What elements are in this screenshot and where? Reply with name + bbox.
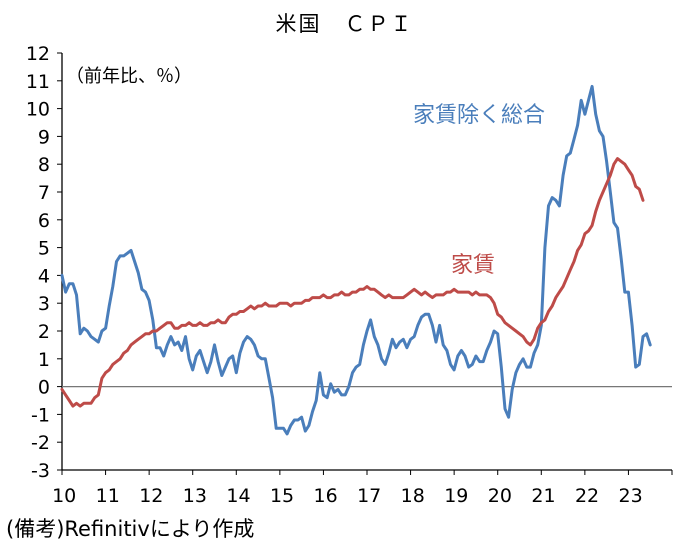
y-tick-label: 8 (38, 154, 50, 176)
unit-label: （前年比、％） (66, 66, 192, 87)
x-tick-label: 11 (96, 485, 120, 507)
series-label-rent: 家賃 (451, 253, 495, 278)
x-tick-label: 18 (401, 485, 425, 507)
chart-series (60, 84, 652, 436)
y-tick-label: 9 (38, 126, 50, 148)
x-tick-label: 21 (531, 485, 555, 507)
x-tick-label: 20 (488, 485, 512, 507)
y-tick-label: 6 (38, 210, 50, 232)
series-label-ex-rent: 家賃除く総合 (413, 103, 545, 128)
y-tick-label: 5 (38, 238, 50, 260)
y-tick-label: 4 (38, 265, 50, 287)
y-tick-label: 10 (26, 99, 50, 121)
x-tick-label: 23 (619, 485, 643, 507)
x-tick-label: 12 (139, 485, 163, 507)
y-tick-label: -1 (31, 404, 50, 426)
y-tick-label: 11 (26, 71, 50, 93)
x-tick-label: 22 (575, 485, 599, 507)
x-tick-label: 15 (270, 485, 294, 507)
x-tick-label: 16 (314, 485, 338, 507)
x-tick-label: 17 (357, 485, 381, 507)
x-tick-label: 14 (226, 485, 250, 507)
y-tick-label: 0 (38, 377, 50, 399)
y-tick-label: -3 (31, 460, 50, 482)
series-line-ex-rent (60, 84, 652, 436)
y-tick-label: 7 (38, 182, 50, 204)
y-tick-label: 2 (38, 321, 50, 343)
x-tick-label: 19 (444, 485, 468, 507)
y-tick-label: -2 (31, 432, 50, 454)
chart-title: 米国 ＣＰＩ (275, 12, 414, 36)
x-tick-label: 13 (183, 485, 207, 507)
y-tick-label: 12 (26, 43, 50, 65)
y-tick-label: 3 (38, 293, 50, 315)
x-tick-label: 10 (52, 485, 76, 507)
y-tick-label: 1 (38, 349, 50, 371)
source-note: (備考)Refinitivにより作成 (6, 517, 255, 541)
series-line-rent (60, 157, 645, 408)
